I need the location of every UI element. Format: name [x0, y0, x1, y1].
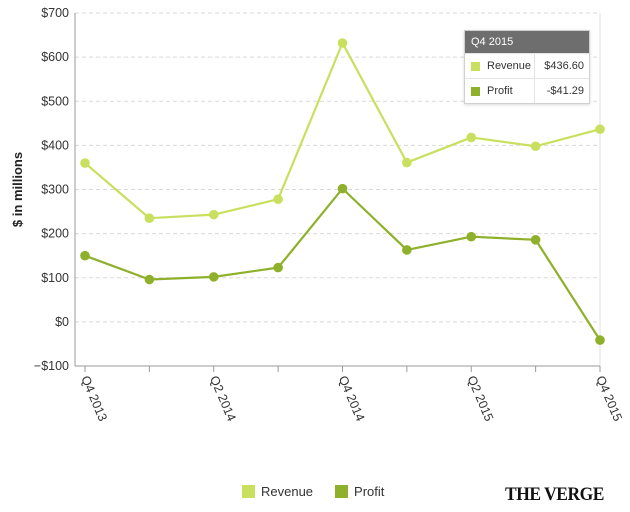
tooltip-row-value: -$41.29 [546, 85, 584, 97]
x-tick-label: Q2 2014 [207, 374, 239, 424]
legend-swatch-revenue [242, 485, 255, 498]
y-tick-label: $700 [41, 6, 69, 20]
revenue-data-point [595, 124, 605, 135]
y-tick-label: $300 [41, 183, 69, 197]
revenue-data-point [402, 157, 412, 168]
y-axis-title: $ in millions [10, 152, 25, 227]
revenue-data-point [80, 158, 90, 168]
revenue-data-point [273, 194, 283, 205]
revenue-swatch [471, 61, 480, 71]
tooltip-row-label: Revenue [487, 60, 532, 72]
y-tick-label: $400 [41, 138, 69, 152]
legend-label: Revenue [261, 484, 314, 499]
tooltip-row-revenue: Revenue $436.60 [465, 53, 589, 78]
profit-data-point [595, 335, 605, 345]
y-tick-label: $500 [41, 94, 69, 108]
revenue-data-point [337, 38, 348, 48]
profit-series-line [84, 187, 601, 341]
profit-swatch [471, 86, 480, 96]
x-tick-label: Q2 2015 [464, 374, 496, 424]
y-tick-label: $0 [55, 315, 69, 329]
legend-swatch-profit [335, 485, 349, 498]
y-tick-label: −$100 [34, 359, 69, 373]
chart-tooltip: Q4 2015 Revenue $436.60 Profit -$41.29 [464, 30, 590, 104]
tooltip-row-label: Profit [487, 85, 513, 97]
tooltip-row-profit: Profit -$41.29 [465, 78, 589, 103]
profit-data-point [530, 235, 541, 245]
profit-data-point [273, 262, 283, 273]
tooltip-row-value: $436.60 [544, 60, 584, 72]
chart-legend: Revenue Profit [242, 484, 406, 499]
legend-label: Profit [354, 484, 385, 499]
profit-data-point [208, 272, 219, 282]
profit-data-point [144, 274, 155, 285]
profit-data-point [80, 250, 90, 261]
revenue-data-point [208, 209, 219, 220]
y-tick-label: $100 [41, 271, 69, 285]
profit-data-point [337, 183, 348, 194]
revenue-data-point [466, 132, 477, 143]
revenue-data-point [144, 213, 155, 223]
tooltip-title: Q4 2015 [465, 31, 589, 53]
x-tick-label: Q4 2013 [78, 374, 110, 424]
legend-item-profit[interactable]: Profit [335, 484, 384, 499]
x-tick-label: Q4 2015 [593, 374, 625, 424]
profit-data-point [402, 245, 412, 255]
brand-logo: THE VERGE [505, 484, 605, 505]
x-tick-label: Q4 2014 [336, 374, 368, 424]
legend-item-revenue[interactable]: Revenue [242, 484, 313, 499]
y-tick-label: $200 [41, 227, 69, 241]
y-tick-label: $600 [41, 50, 69, 64]
revenue-data-point [530, 141, 541, 152]
profit-data-point [466, 231, 477, 242]
